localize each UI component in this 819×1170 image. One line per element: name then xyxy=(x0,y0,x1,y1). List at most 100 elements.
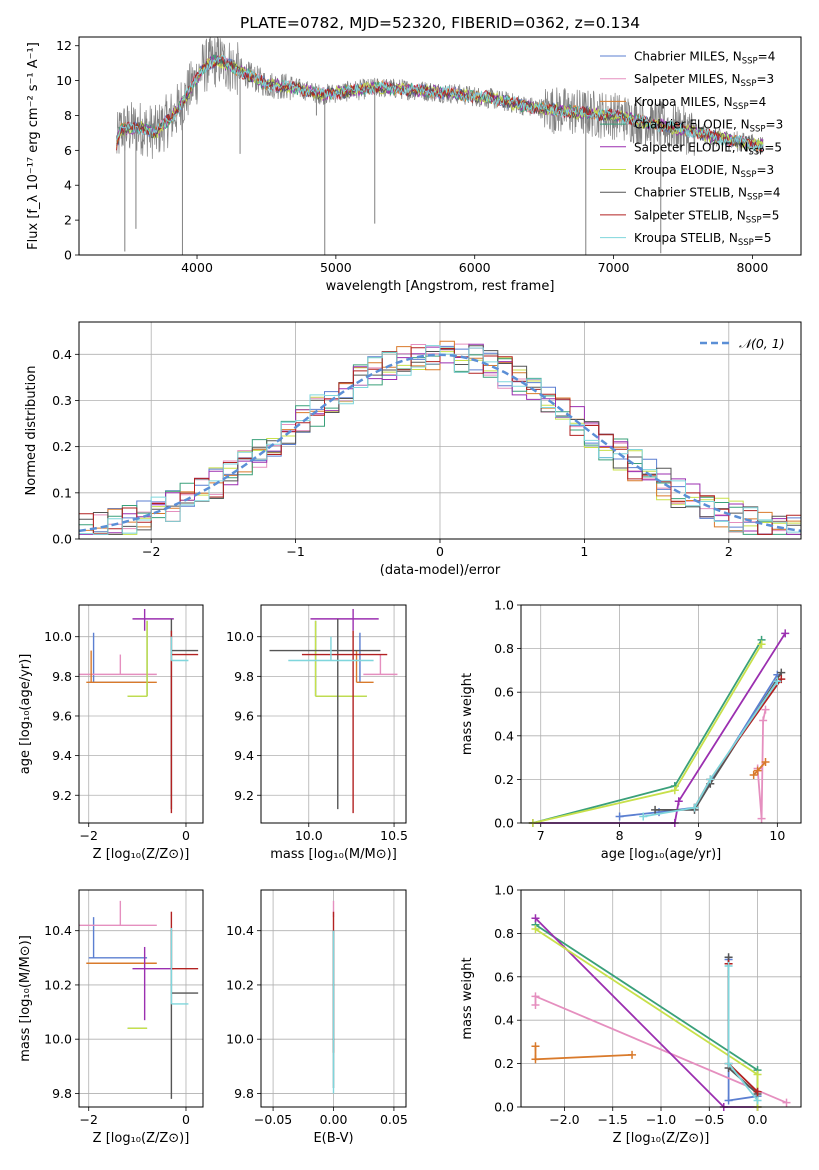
mass_vs_Z-xlabel: Z [log₁₀(Z/Z⊙)] xyxy=(93,1131,190,1146)
age_vs_Z-frame xyxy=(78,604,204,824)
x-tick-label: −2 xyxy=(142,544,160,559)
y-tick-label: 8 xyxy=(64,108,72,123)
residual_histogram-frame xyxy=(78,321,802,540)
weight-marker xyxy=(753,766,762,775)
y-tick-label: 6 xyxy=(64,143,72,158)
spectrum-axes: 4000 5000 6000 7000 8000 0 2 4 6 8 10 12 wavelength … xyxy=(26,38,768,294)
y-tick-label: 0.6 xyxy=(494,969,514,984)
x-tick-label: 1 xyxy=(580,544,588,559)
spectrum-frame xyxy=(78,36,802,256)
x-tick-label: −2.0 xyxy=(549,1112,579,1127)
y-tick-label: 10.4 xyxy=(44,923,72,938)
weight-marker xyxy=(773,677,782,686)
legend-label: Chabrier ELODIE, NSSP=3 xyxy=(634,118,783,135)
weight-marker xyxy=(753,1087,762,1096)
weight-marker xyxy=(724,961,733,970)
weight-marker xyxy=(753,1070,762,1079)
y-tick-label: 1.0 xyxy=(494,883,514,898)
legend-subscript: SSP xyxy=(741,170,757,180)
legend-subscript: SSP xyxy=(738,238,754,248)
y-tick-label: 9.8 xyxy=(52,669,72,684)
spectrum-xlabel: wavelength [Angstrom, rest frame] xyxy=(326,279,555,294)
weight-marker xyxy=(615,812,624,821)
y-tick-label: 0.0 xyxy=(494,816,514,831)
x-tick-label: −1.5 xyxy=(598,1112,628,1127)
legend-label: Chabrier STELIB, NSSP=4 xyxy=(634,186,781,203)
x-tick-label: −0.5 xyxy=(694,1112,724,1127)
legend-count: =4 xyxy=(763,186,781,200)
weight-marker xyxy=(757,640,766,649)
weight-marker xyxy=(724,1096,733,1105)
x-tick-label: 0.00 xyxy=(320,1112,348,1127)
y-tick-label: 1.0 xyxy=(494,598,514,613)
x-tick-label: 7000 xyxy=(598,260,630,275)
model-spectrum-salpeter-stelib xyxy=(116,55,764,152)
spectrum-ylabel: Flux [f_λ 10⁻¹⁷ erg cm⁻² s⁻¹ A⁻¹] xyxy=(26,42,41,250)
massweight_vs_Z-frame xyxy=(520,889,802,1108)
y-tick-label: 9.8 xyxy=(234,669,254,684)
legend-label: Kroupa STELIB, NSSP=5 xyxy=(634,231,772,248)
legend-label: Chabrier MILES, NSSP=4 xyxy=(634,50,775,67)
weight-marker xyxy=(781,629,790,638)
age_vs_mass-axes: 10.0 10.5 9.2 9.4 9.6 9.8 10.0 mass [log₁₀(M/M⊙… xyxy=(226,605,408,862)
model-spectrum-kroupa-stelib xyxy=(116,54,764,152)
y-tick-label: 0.2 xyxy=(494,1056,514,1071)
legend-label: Salpeter STELIB, NSSP=5 xyxy=(634,208,779,225)
legend-subscript: SSP xyxy=(741,79,757,89)
weight-marker xyxy=(690,803,699,812)
y-tick-label: 0.4 xyxy=(494,1013,514,1028)
legend-count: =3 xyxy=(756,72,774,86)
weight-marker xyxy=(639,812,648,821)
residual_histogram-ylabel: Normed distribution xyxy=(24,366,39,496)
x-tick-label: 9 xyxy=(694,828,702,843)
residual_histogram-xlabel: (data-model)/error xyxy=(380,563,501,578)
y-tick-label: 2 xyxy=(64,213,72,228)
legend-subscript: SSP xyxy=(746,215,762,225)
y-tick-label: 10.0 xyxy=(226,629,254,644)
y-tick-label: 0.4 xyxy=(52,347,72,362)
legend-subscript: SSP xyxy=(748,147,764,157)
y-tick-label: 10.4 xyxy=(226,923,254,938)
legend-label: Salpeter ELODIE, NSSP=5 xyxy=(634,140,782,157)
y-tick-label: 10.0 xyxy=(226,1032,254,1047)
age_vs_Z-xlabel: Z [log₁₀(Z/Z⊙)] xyxy=(93,847,190,862)
weight-marker xyxy=(531,1042,540,1051)
normal-curve xyxy=(79,353,801,533)
weight-marker xyxy=(759,716,768,725)
weight-marker xyxy=(531,1055,540,1064)
x-tick-label: 0 xyxy=(182,1112,190,1127)
mass_vs_Z-axes: −2 0 9.8 10.0 10.2 10.4 Z [log₁₀(Z/Z⊙)] mass [l… xyxy=(18,890,203,1146)
weight-marker xyxy=(674,797,683,806)
weight-line xyxy=(535,928,759,1107)
x-tick-label: 8000 xyxy=(736,260,768,275)
y-tick-label: 9.8 xyxy=(52,1086,72,1101)
weight-marker xyxy=(782,1098,791,1107)
legend-count: =4 xyxy=(758,50,776,64)
y-tick-label: 9.6 xyxy=(52,708,72,723)
y-tick-label: 4 xyxy=(64,178,72,193)
legend-count: =5 xyxy=(764,140,782,154)
massweight_vs_Z-axes: −2.0 −1.5 −1.0 −0.5 0.0 0.0 0.2 0.4 0.6 0.8 1.0 Z [… xyxy=(460,883,801,1146)
y-tick-label: 9.2 xyxy=(52,788,72,803)
weight-marker xyxy=(753,1096,762,1105)
y-tick-label: 0.1 xyxy=(52,485,72,500)
y-tick-label: 10.2 xyxy=(226,977,254,992)
y-tick-label: 0.0 xyxy=(494,1100,514,1115)
mass_vs_ebv-axes: −0.05 0.00 0.05 9.8 10.0 10.2 10.4 E(B-V) xyxy=(226,890,408,1146)
figure-title: PLATE=0782, MJD=52320, FIBERID=0362, z=0… xyxy=(240,14,640,32)
massweight_vs_age-axes: 7 8 9 10 0.0 0.2 0.4 0.6 0.8 1.0 age [log₁₀(age/yr… xyxy=(460,598,801,862)
y-tick-label: 10 xyxy=(56,73,72,88)
weight-marker xyxy=(531,925,540,934)
legend-count: =5 xyxy=(762,208,780,222)
legend-subscript: SSP xyxy=(747,193,763,203)
spectrum-lines xyxy=(116,37,764,255)
x-tick-label: 4000 xyxy=(181,260,213,275)
legend-label: Kroupa ELODIE, NSSP=3 xyxy=(634,163,774,180)
x-tick-label: −1 xyxy=(286,544,304,559)
weight-marker xyxy=(628,1050,637,1059)
mass_vs_ebv-xlabel: E(B-V) xyxy=(313,1131,353,1146)
x-tick-label: 10 xyxy=(769,828,785,843)
weight-marker xyxy=(757,814,766,823)
x-tick-label: 8 xyxy=(616,828,624,843)
